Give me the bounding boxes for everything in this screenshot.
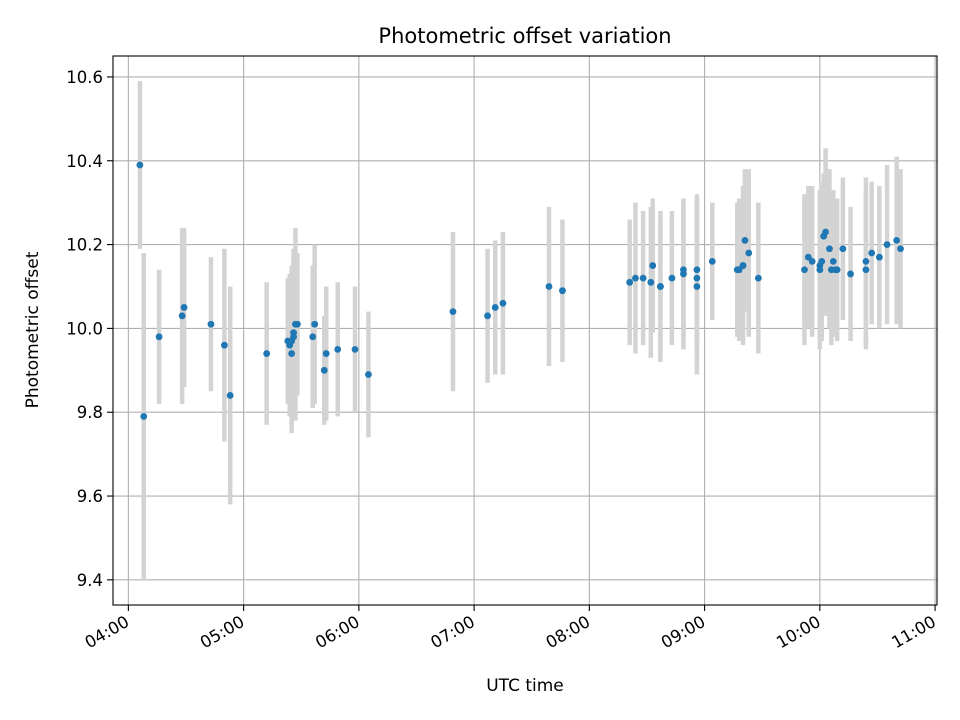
data-point — [290, 329, 297, 336]
data-point — [875, 253, 883, 261]
chart-title: Photometric offset variation — [378, 24, 671, 48]
data-point — [320, 366, 328, 374]
data-point — [693, 266, 701, 274]
data-point — [293, 320, 301, 328]
plot-area-frame — [112, 55, 938, 606]
data-point — [708, 257, 716, 265]
data-point — [351, 345, 359, 353]
data-point — [334, 345, 342, 353]
data-point — [829, 257, 837, 265]
y-tick-label: 10.6 — [66, 68, 103, 87]
data-point — [309, 333, 317, 341]
data-point — [559, 287, 566, 295]
data-point — [826, 245, 833, 253]
y-tick-label: 9.6 — [77, 487, 103, 506]
data-point — [801, 266, 808, 274]
data-point — [657, 283, 664, 290]
data-point — [745, 249, 753, 257]
data-point — [647, 278, 655, 286]
data-point — [178, 312, 186, 320]
data-point — [897, 245, 904, 253]
data-point — [649, 262, 657, 269]
x-axis-title: UTC time — [486, 676, 564, 696]
data-point — [263, 350, 271, 357]
data-point — [839, 245, 847, 253]
data-point — [816, 266, 824, 274]
data-point — [322, 350, 330, 357]
data-points — [136, 161, 904, 420]
data-point — [226, 392, 234, 399]
data-point — [741, 236, 749, 244]
data-point — [639, 274, 647, 282]
data-point — [288, 350, 296, 357]
data-point — [808, 257, 816, 265]
y-tick-label: 10.4 — [66, 152, 103, 171]
data-point — [311, 320, 319, 328]
data-point — [545, 283, 553, 290]
data-point — [822, 228, 829, 236]
grid-lines — [113, 56, 937, 605]
data-point — [221, 341, 228, 349]
y-axis-title: Photometric offset — [23, 251, 43, 408]
data-point — [365, 371, 372, 378]
y-tick-label: 9.8 — [77, 403, 103, 422]
y-tick-label: 10.2 — [66, 236, 103, 255]
data-point — [754, 274, 762, 282]
data-point — [847, 270, 854, 278]
data-point — [136, 161, 144, 169]
data-point — [739, 262, 747, 269]
y-axis-ticks: 9.4 9.6 9.8 10.0 10.2 10.4 10.6 — [66, 68, 113, 590]
data-point — [484, 312, 491, 320]
data-point — [693, 283, 701, 290]
data-point — [207, 320, 215, 328]
data-point — [491, 304, 499, 311]
data-point — [680, 266, 687, 274]
data-point — [499, 299, 507, 307]
data-point — [180, 304, 188, 311]
data-point — [818, 257, 826, 265]
data-point — [833, 266, 841, 274]
y-tick-label: 10.0 — [66, 319, 103, 338]
data-point — [862, 257, 870, 265]
data-point — [883, 241, 891, 248]
data-point — [862, 266, 870, 274]
data-point — [449, 308, 457, 316]
data-point — [668, 274, 676, 282]
y-tick-label: 9.4 — [77, 571, 103, 590]
data-point — [893, 236, 901, 244]
data-point — [626, 278, 634, 286]
data-point — [693, 274, 701, 282]
data-point — [632, 274, 639, 282]
data-point — [868, 249, 876, 257]
data-point — [140, 413, 148, 420]
data-point — [155, 333, 163, 341]
